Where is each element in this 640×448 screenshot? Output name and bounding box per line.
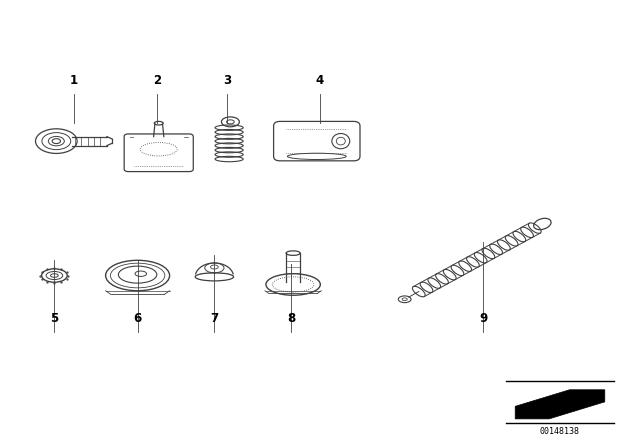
Text: 6: 6 xyxy=(134,312,141,325)
Text: 2: 2 xyxy=(153,74,161,87)
Text: 00148138: 00148138 xyxy=(540,427,580,436)
Text: 9: 9 xyxy=(479,312,487,325)
Text: 3: 3 xyxy=(223,74,231,87)
Text: 4: 4 xyxy=(316,74,324,87)
Text: 5: 5 xyxy=(51,312,58,325)
Polygon shape xyxy=(515,390,605,419)
Text: 7: 7 xyxy=(211,312,218,325)
Text: 8: 8 xyxy=(287,312,295,325)
Text: 1: 1 xyxy=(70,74,77,87)
